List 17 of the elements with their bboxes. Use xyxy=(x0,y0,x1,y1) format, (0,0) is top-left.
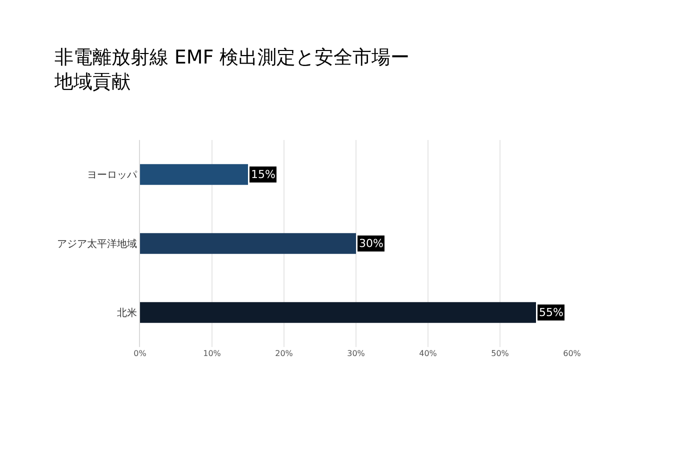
x-tick-label: 60% xyxy=(563,349,582,358)
x-tick-label: 20% xyxy=(275,349,294,358)
bar xyxy=(140,233,356,254)
x-tick-label: 50% xyxy=(491,349,510,358)
x-tick-label: 0% xyxy=(134,349,147,358)
x-tick-label: 30% xyxy=(347,349,366,358)
data-label: 30% xyxy=(359,237,384,250)
bar xyxy=(140,302,536,323)
y-tick-label: アジア太平洋地域 xyxy=(57,238,137,250)
x-tick-label: 10% xyxy=(203,349,222,358)
data-label: 15% xyxy=(251,168,276,181)
x-tick-label: 40% xyxy=(419,349,438,358)
y-tick-label: 北米 xyxy=(117,307,137,319)
chart-title: 非電離放射線 EMF 検出測定と安全市場ー地域貢献 xyxy=(53,46,410,93)
bar xyxy=(140,164,248,185)
data-label: 55% xyxy=(539,306,564,319)
y-tick-label: ヨーロッパ xyxy=(87,170,138,181)
